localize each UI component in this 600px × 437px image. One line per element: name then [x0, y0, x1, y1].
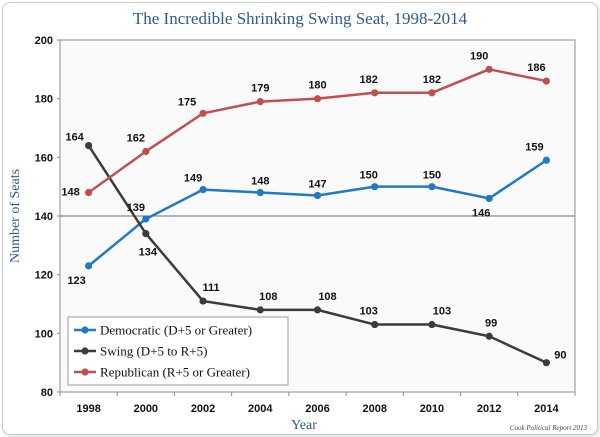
swing-label-2012: 99 [485, 317, 497, 329]
legend-label-swing: Swing (D+5 to R+5) [100, 344, 207, 359]
republican-label-2012: 190 [470, 50, 488, 62]
democratic-label-2014: 159 [525, 141, 543, 153]
swing-point-2010 [428, 320, 436, 329]
republican-label-2008: 182 [360, 74, 378, 86]
swing-label-2010: 103 [433, 306, 451, 318]
democratic-label-2002: 149 [184, 173, 202, 185]
republican-point-2002 [199, 109, 207, 117]
republican-label-1998: 148 [61, 187, 79, 199]
swing-point-2002 [199, 297, 207, 305]
republican-label-2006: 180 [308, 80, 326, 92]
swing-point-2006 [313, 306, 322, 314]
republican-point-1998 [85, 188, 93, 197]
democratic-label-1998: 123 [67, 275, 85, 287]
x-tick-label-1998: 1998 [76, 403, 100, 415]
x-tick-label-2010: 2010 [420, 403, 444, 415]
data-labels: 123 139 149 148 147 150 150 146 159 164 134 111 108 1… [61, 50, 566, 361]
legend-marker-swing [81, 347, 89, 355]
x-tick-label-2000: 2000 [134, 403, 158, 415]
republican-point-2010 [428, 89, 436, 97]
swing-point-1998 [85, 142, 93, 150]
democratic-point-2008 [371, 183, 379, 191]
series-group [85, 65, 550, 367]
swing-label-2008: 103 [360, 306, 378, 318]
republican-label-2004: 179 [251, 83, 269, 95]
republican-point-2000 [142, 147, 150, 156]
republican-label-2014: 186 [527, 62, 545, 74]
democratic-point-2000 [142, 215, 150, 223]
legend-label-democratic: Democratic (D+5 or Greater) [100, 323, 252, 338]
republican-label-2010: 182 [423, 74, 441, 86]
swing-label-2002: 111 [202, 282, 219, 294]
x-axis-ticks: 1998 2000 2002 2004 2006 2008 2010 2012 2014 [59, 392, 576, 415]
democratic-label-2012: 146 [472, 207, 490, 219]
chart-title: The Incredible Shrinking Swing Seat, 199… [133, 9, 468, 28]
x-tick-label-2014: 2014 [534, 403, 559, 415]
republican-point-2014 [542, 77, 550, 85]
credit-text: Cook Political Report 2013 [510, 424, 588, 432]
democratic-label-2008: 150 [360, 170, 378, 182]
y-tick-label-180: 180 [35, 94, 53, 106]
y-axis-ticks: 80 100 120 140 160 180 200 [35, 35, 60, 399]
republican-label-2000: 162 [127, 132, 145, 144]
x-tick-label-2004: 2004 [248, 403, 273, 415]
legend-label-republican: Republican (R+5 or Greater) [100, 365, 250, 380]
x-tick-label-2002: 2002 [191, 403, 215, 415]
democratic-point-2014 [542, 156, 550, 164]
democratic-point-2006 [313, 191, 322, 200]
swing-point-2012 [485, 332, 493, 340]
swing-label-2006: 108 [318, 291, 336, 303]
legend: Democratic (D+5 or Greater) Swing (D+5 to… [67, 316, 289, 386]
legend-box [67, 316, 289, 386]
swing-label-1998: 164 [65, 132, 84, 144]
swing-point-2000 [142, 230, 150, 238]
democratic-point-2012 [485, 194, 493, 202]
democratic-point-2002 [199, 186, 207, 194]
democratic-point-2004 [256, 188, 264, 197]
y-tick-label-140: 140 [35, 211, 53, 223]
x-tick-label-2012: 2012 [477, 403, 501, 415]
legend-marker-republican [81, 368, 89, 376]
y-tick-label-100: 100 [35, 328, 53, 340]
democratic-label-2006: 147 [308, 178, 326, 190]
swing-label-2004: 108 [259, 291, 277, 303]
democratic-label-2000: 139 [127, 202, 145, 214]
swing-label-2014: 90 [554, 350, 566, 362]
swing-point-2008 [371, 320, 379, 329]
republican-point-2006 [313, 95, 322, 103]
swing-point-2004 [256, 306, 264, 314]
republican-label-2002: 175 [178, 96, 196, 108]
y-tick-label-160: 160 [35, 152, 53, 164]
democratic-point-2010 [428, 183, 436, 191]
republican-point-2004 [256, 98, 264, 106]
x-axis-title: Year [291, 418, 317, 433]
democratic-label-2010: 150 [423, 170, 441, 182]
x-tick-label-2006: 2006 [305, 403, 329, 415]
republican-point-2008 [371, 89, 379, 97]
legend-marker-democratic [81, 326, 89, 334]
y-tick-label-80: 80 [41, 387, 53, 399]
swing-label-2000: 134 [139, 247, 158, 259]
y-tick-label-200: 200 [35, 35, 53, 47]
swing-point-2014 [542, 359, 550, 367]
democratic-label-2004: 148 [251, 176, 269, 188]
republican-point-2012 [485, 65, 493, 73]
x-tick-label-2008: 2008 [362, 403, 386, 415]
y-tick-label-120: 120 [35, 270, 53, 282]
democratic-point-1998 [85, 262, 93, 270]
y-axis-title: Number of Seats [8, 169, 23, 263]
